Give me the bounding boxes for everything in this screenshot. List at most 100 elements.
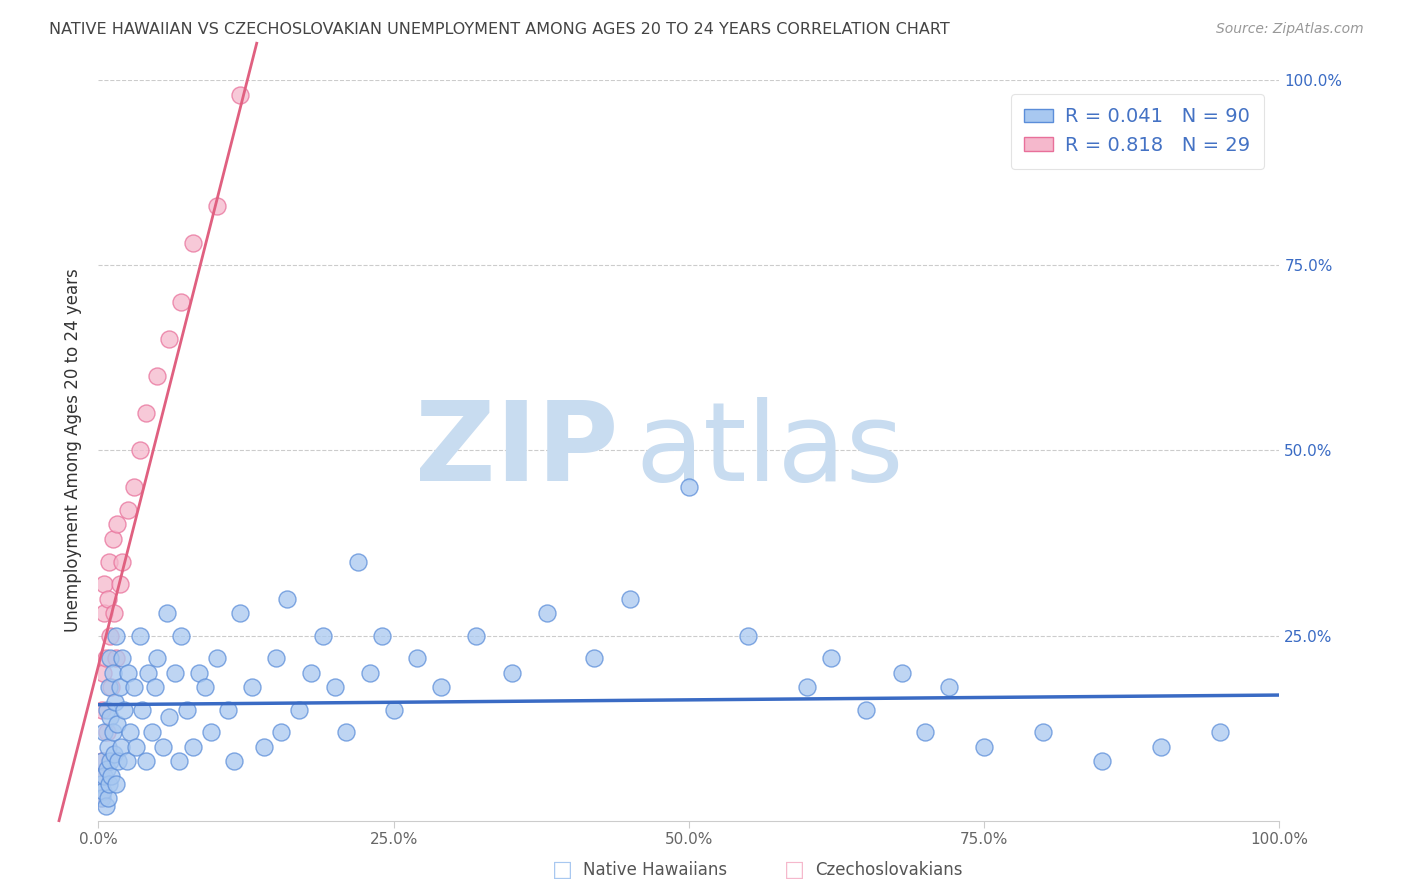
Point — [323, 681, 346, 695]
Point — [347, 555, 370, 569]
Text: NATIVE HAWAIIAN VS CZECHOSLOVAKIAN UNEMPLOYMENT AMONG AGES 20 TO 24 YEARS CORREL: NATIVE HAWAIIAN VS CZECHOSLOVAKIAN UNEMP… — [49, 22, 950, 37]
Point — [200, 724, 222, 739]
Point — [135, 755, 157, 769]
Point — [359, 665, 381, 680]
Text: □: □ — [785, 860, 804, 880]
Point — [312, 628, 335, 642]
Point — [128, 628, 150, 642]
Point — [105, 517, 128, 532]
Point — [229, 607, 252, 621]
Point — [90, 769, 112, 783]
Point — [406, 650, 429, 665]
Point — [91, 755, 114, 769]
Point — [176, 703, 198, 717]
Point — [89, 791, 111, 805]
Point — [229, 88, 252, 103]
Point — [820, 650, 842, 665]
Point — [253, 739, 276, 754]
Point — [125, 739, 148, 754]
Point — [103, 607, 125, 621]
Text: ZIP: ZIP — [415, 397, 619, 504]
Point — [430, 681, 453, 695]
Point — [93, 724, 115, 739]
Point — [94, 650, 117, 665]
Point — [914, 724, 936, 739]
Point — [371, 628, 394, 642]
Point — [101, 724, 124, 739]
Point — [335, 724, 357, 739]
Text: Native Hawaiians: Native Hawaiians — [583, 861, 728, 879]
Point — [98, 776, 121, 791]
Point — [100, 769, 122, 783]
Point — [101, 665, 124, 680]
Point — [1150, 739, 1173, 754]
Point — [156, 607, 179, 621]
Text: Czechoslovakians: Czechoslovakians — [815, 861, 963, 879]
Point — [152, 739, 174, 754]
Point — [104, 695, 127, 709]
Point — [170, 628, 193, 642]
Point — [1209, 724, 1232, 739]
Point — [96, 724, 118, 739]
Point — [382, 703, 405, 717]
Point — [181, 236, 204, 251]
Point — [108, 576, 131, 591]
Point — [105, 650, 128, 665]
Point — [288, 703, 311, 717]
Point — [583, 650, 606, 665]
Point — [938, 681, 960, 695]
Point — [141, 724, 163, 739]
Point — [619, 591, 641, 606]
Point — [96, 762, 118, 776]
Point — [97, 591, 120, 606]
Point — [105, 628, 128, 642]
Text: Source: ZipAtlas.com: Source: ZipAtlas.com — [1216, 22, 1364, 37]
Legend: R = 0.041   N = 90, R = 0.818   N = 29: R = 0.041 N = 90, R = 0.818 N = 29 — [1011, 94, 1264, 169]
Point — [107, 755, 129, 769]
Point — [111, 555, 134, 569]
Point — [217, 703, 239, 717]
Text: atlas: atlas — [636, 397, 904, 504]
Point — [205, 199, 228, 213]
Point — [103, 747, 125, 761]
Point — [170, 295, 193, 310]
Point — [110, 739, 132, 754]
Point — [91, 755, 114, 769]
Point — [224, 755, 246, 769]
Point — [122, 480, 145, 494]
Point — [117, 665, 139, 680]
Point — [136, 665, 159, 680]
Point — [143, 681, 166, 695]
Point — [93, 769, 115, 783]
Point — [97, 791, 120, 805]
Point — [94, 798, 117, 813]
Point — [105, 776, 128, 791]
Point — [128, 443, 150, 458]
Point — [146, 369, 169, 384]
Point — [98, 681, 121, 695]
Point — [90, 776, 112, 791]
Point — [98, 650, 121, 665]
Point — [131, 703, 153, 717]
Point — [181, 739, 204, 754]
Point — [91, 784, 114, 798]
Point — [157, 332, 180, 346]
Point — [270, 724, 292, 739]
Point — [91, 703, 114, 717]
Point — [98, 628, 121, 642]
Point — [205, 650, 228, 665]
Point — [187, 665, 209, 680]
Point — [465, 628, 488, 642]
Text: □: □ — [553, 860, 572, 880]
Point — [240, 681, 263, 695]
Point — [100, 681, 122, 695]
Point — [91, 791, 114, 805]
Point — [91, 665, 114, 680]
Point — [146, 650, 169, 665]
Point — [93, 607, 115, 621]
Point — [796, 681, 818, 695]
Point — [157, 710, 180, 724]
Point — [93, 576, 115, 591]
Y-axis label: Unemployment Among Ages 20 to 24 years: Unemployment Among Ages 20 to 24 years — [63, 268, 82, 632]
Point — [536, 607, 558, 621]
